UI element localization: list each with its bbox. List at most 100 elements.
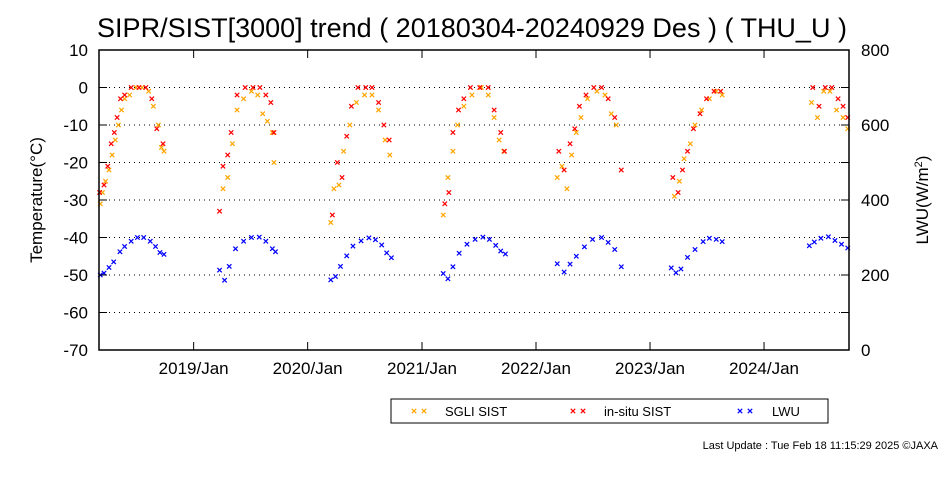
point-lwu	[337, 263, 344, 269]
point-in-situ-sist	[111, 129, 117, 136]
marker-stroke	[256, 234, 262, 240]
point-in-situ-sist	[591, 84, 597, 91]
point-sgli-sist	[155, 122, 161, 128]
point-lwu	[350, 243, 356, 249]
point-in-situ-sist	[369, 84, 375, 91]
marker-stroke	[825, 234, 832, 240]
marker-stroke	[272, 249, 279, 255]
left-axis-ticks: 10 0 -10 -20 -30 -40 -50 -60 -70	[63, 41, 849, 360]
point-lwu	[818, 235, 824, 241]
marker-stroke	[118, 107, 125, 113]
marker-stroke	[450, 148, 456, 154]
point-in-situ-sist	[711, 88, 717, 94]
point-lwu	[450, 264, 456, 270]
y-axis-label: Temperature(°C)	[27, 137, 46, 263]
point-lwu	[678, 266, 684, 272]
marker-stroke	[576, 103, 583, 109]
marker-stroke	[248, 88, 255, 94]
marker-stroke	[241, 238, 247, 244]
marker-stroke	[105, 163, 111, 169]
point-lwu	[216, 267, 223, 273]
marker-stroke	[833, 107, 840, 113]
point-lwu	[111, 259, 117, 265]
marker-stroke	[564, 186, 570, 192]
y2-tick-label: 200	[861, 266, 889, 285]
point-in-situ-sist	[684, 148, 691, 154]
marker-stroke	[697, 111, 703, 117]
legend: SGLI SIST in-situ SIST LWU	[390, 398, 829, 424]
point-sgli-sist	[150, 103, 156, 109]
marker-stroke	[108, 141, 114, 147]
marker-stroke	[128, 84, 134, 91]
point-in-situ-sist	[670, 174, 676, 181]
marker-stroke	[115, 122, 121, 128]
marker-stroke	[818, 235, 824, 241]
y2-tick-label: 600	[861, 116, 889, 135]
point-in-situ-sist	[271, 129, 277, 136]
y-tick-label: -50	[63, 266, 88, 285]
marker-stroke	[496, 137, 502, 143]
point-lwu	[598, 234, 605, 241]
point-lwu	[248, 234, 255, 241]
point-sgli-sist	[347, 122, 353, 128]
point-sgli-sist	[269, 129, 275, 136]
point-sgli-sist	[827, 88, 833, 94]
point-lwu	[106, 264, 112, 271]
marker-stroke	[747, 408, 753, 414]
marker-stroke	[336, 182, 342, 188]
point-lwu	[719, 239, 725, 245]
point-in-situ-sist	[386, 137, 392, 143]
point-in-situ-sist	[263, 92, 269, 98]
y2-tick-label: 0	[861, 341, 870, 360]
marker-stroke	[501, 148, 508, 154]
point-lwu	[134, 234, 141, 241]
point-sgli-sist	[454, 122, 461, 128]
y-tick-label: -30	[63, 191, 88, 210]
marker-stroke	[382, 137, 388, 143]
marker-stroke	[361, 92, 368, 98]
point-sgli-sist	[496, 137, 502, 143]
point-lwu	[456, 250, 462, 256]
marker-stroke	[411, 408, 417, 414]
marker-stroke	[713, 236, 719, 242]
y2-axis-label-end: )	[913, 156, 932, 162]
marker-stroke	[456, 250, 462, 256]
marker-stroke	[737, 408, 743, 414]
marker-stroke	[134, 234, 141, 241]
marker-stroke	[225, 152, 231, 158]
marker-stroke	[221, 277, 228, 283]
point-in-situ-sist	[717, 88, 724, 94]
legend-symbols	[411, 408, 753, 414]
marker-stroke	[719, 239, 725, 245]
marker-stroke	[158, 144, 165, 151]
point-in-situ-sist	[234, 92, 240, 98]
point-sgli-sist	[340, 148, 347, 154]
legend-marker-in-situ-sist	[580, 408, 586, 414]
marker-stroke	[388, 255, 395, 261]
point-in-situ-sist	[461, 96, 467, 102]
marker-stroke	[387, 152, 393, 158]
legend-label-lwu: LWU	[772, 404, 800, 419]
marker-stroke	[225, 174, 231, 181]
point-in-situ-sist	[136, 84, 142, 91]
point-sgli-sist	[568, 152, 575, 158]
marker-stroke	[111, 259, 117, 265]
marker-stroke	[220, 186, 226, 192]
point-sgli-sist	[478, 84, 484, 91]
point-lwu	[147, 238, 153, 244]
marker-stroke	[421, 408, 427, 414]
point-sgli-sist	[369, 92, 375, 98]
point-lwu	[692, 246, 698, 253]
point-sgli-sist	[814, 114, 821, 121]
marker-stroke	[810, 84, 816, 91]
marker-stroke	[337, 263, 344, 269]
point-in-situ-sist	[583, 92, 589, 98]
y-tick-label: -20	[63, 154, 88, 173]
marker-stroke	[384, 250, 390, 256]
point-lwu	[328, 277, 334, 283]
point-lwu	[263, 238, 269, 244]
marker-stroke	[106, 167, 112, 173]
point-sgli-sist	[833, 107, 840, 113]
point-in-situ-sist	[128, 84, 134, 91]
